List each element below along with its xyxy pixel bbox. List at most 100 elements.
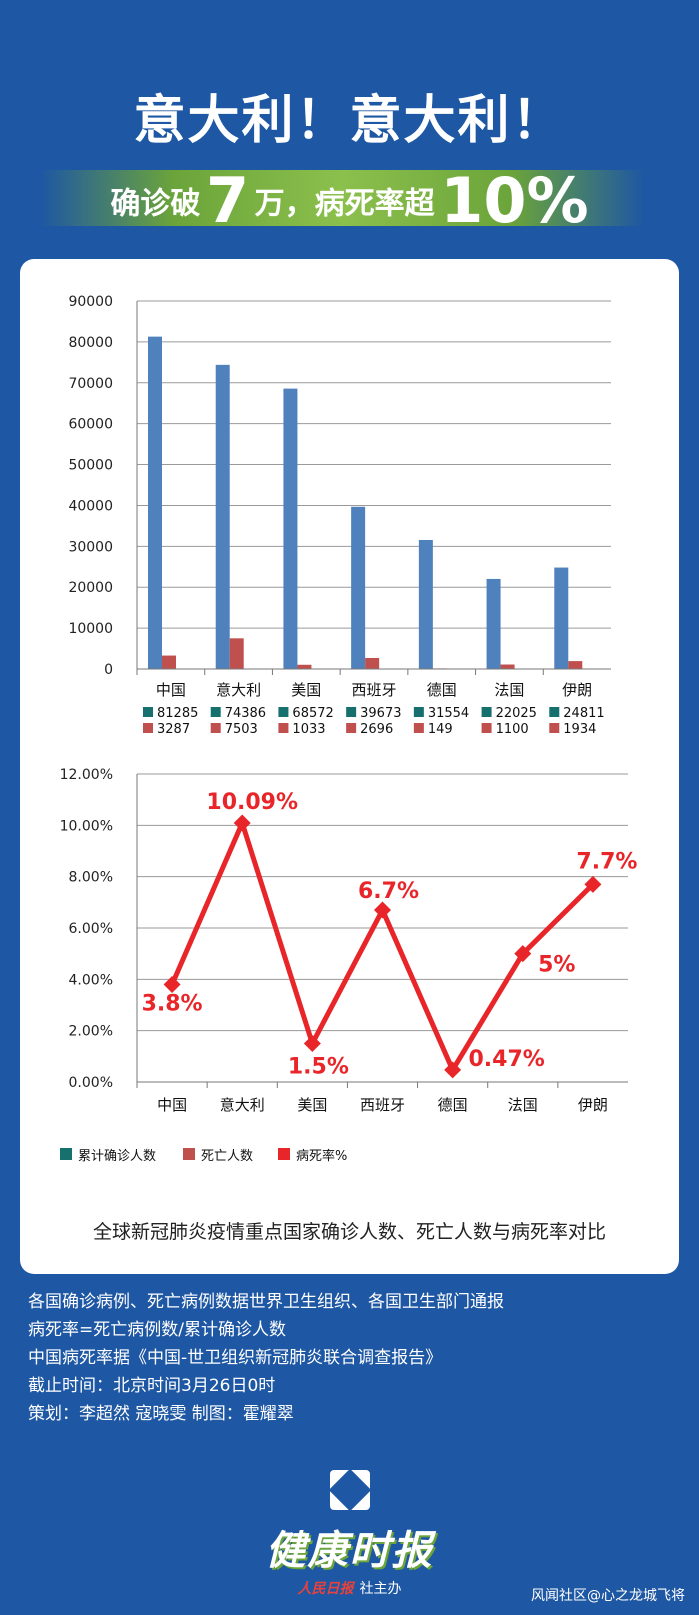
data-table-key-death bbox=[143, 723, 153, 733]
legend-swatch bbox=[278, 1148, 290, 1160]
data-table-key-death bbox=[549, 723, 560, 733]
logo: 健康时报 人民日报 社主办 bbox=[0, 1468, 699, 1598]
watermark: 风闻社区@心之龙城飞将 bbox=[531, 1588, 685, 1604]
bar-x-tick-label: 伊朗 bbox=[562, 681, 592, 699]
line-y-tick-label: 2.00% bbox=[69, 1024, 113, 1040]
data-table-value-confirmed: 24811 bbox=[563, 706, 604, 721]
data-table-key-confirmed bbox=[210, 707, 221, 717]
line-y-tick-label: 0.00% bbox=[69, 1075, 113, 1091]
line-y-tick-label: 10.00% bbox=[60, 818, 113, 834]
bar-y-tick-label: 0 bbox=[104, 662, 113, 678]
bar-confirmed bbox=[215, 364, 230, 669]
bar-x-tick-label: 意大利 bbox=[216, 681, 261, 699]
line-point-marker bbox=[233, 814, 251, 832]
legend-swatch bbox=[183, 1148, 195, 1160]
bar-y-tick-label: 50000 bbox=[68, 458, 113, 474]
logo-org: 人民日报 社主办 bbox=[0, 1578, 699, 1598]
chart-svg: 0 10000 20000 30000 40000 50000 60000 70000 8000… bbox=[60, 294, 638, 1164]
notes: 各国确诊病例、死亡病例数据世界卫生组织、各国卫生部门通报 病死率=死亡病例数/累… bbox=[28, 1288, 504, 1428]
line-x-tick-label: 法国 bbox=[508, 1096, 538, 1114]
line-x-tick-label: 德国 bbox=[438, 1096, 468, 1114]
note-line: 各国确诊病例、死亡病例数据世界卫生组织、各国卫生部门通报 bbox=[28, 1292, 504, 1312]
line-data-label: 3.8% bbox=[142, 991, 203, 1016]
data-table-value-confirmed: 39673 bbox=[360, 706, 401, 721]
chart-card: 0 10000 20000 30000 40000 50000 60000 70000 8000… bbox=[20, 259, 679, 1274]
chart-caption: 全球新冠肺炎疫情重点国家确诊人数、死亡人数与病死率对比 bbox=[92, 1221, 606, 1243]
bar-death bbox=[365, 657, 380, 669]
note-line: 病死率=死亡病例数/累计确诊人数 bbox=[28, 1320, 286, 1340]
data-table-key-death bbox=[481, 723, 492, 733]
data-table-key-death bbox=[413, 723, 424, 733]
logo-badge-icon bbox=[328, 1468, 371, 1512]
line-y-tick-label: 4.00% bbox=[69, 972, 113, 988]
subtitle-band bbox=[40, 170, 645, 226]
data-table-value-death: 1033 bbox=[292, 722, 325, 737]
subtitle-number: 7 bbox=[205, 164, 250, 237]
logo-name: 健康时报 bbox=[265, 1528, 434, 1574]
legend-label: 病死率% bbox=[296, 1148, 347, 1164]
bar-y-tick-label: 60000 bbox=[68, 417, 113, 433]
bar-death bbox=[297, 664, 312, 669]
subtitle-pre: 确诊破 bbox=[110, 186, 201, 222]
bar-death bbox=[500, 664, 515, 669]
line-point-marker bbox=[584, 875, 602, 893]
data-table-value-death: 3287 bbox=[157, 722, 190, 737]
note-line: 策划：李超然 寇晓雯 制图：霍耀翠 bbox=[28, 1404, 294, 1424]
line-x-tick-label: 美国 bbox=[297, 1096, 327, 1114]
bar-y-tick-label: 10000 bbox=[68, 621, 113, 637]
line-point-marker bbox=[374, 901, 391, 919]
line-series-fatality bbox=[169, 820, 595, 1073]
bar-x-tick-label: 中国 bbox=[156, 681, 186, 699]
subtitle-percent: 10% bbox=[440, 164, 589, 237]
line-data-label: 5% bbox=[538, 953, 575, 978]
data-table-value-death: 1100 bbox=[496, 722, 529, 737]
line-point-marker bbox=[163, 975, 181, 993]
data-table-value-confirmed: 22025 bbox=[496, 706, 537, 721]
line-y-tick-label: 12.00% bbox=[60, 767, 113, 783]
subtitle: 确诊破 7 万，病死率超 10% bbox=[0, 164, 699, 237]
data-table-value-confirmed: 68572 bbox=[292, 706, 333, 721]
data-table-value-confirmed: 74386 bbox=[225, 706, 266, 721]
bar-confirmed bbox=[486, 578, 501, 669]
bar-death bbox=[229, 638, 244, 669]
line-y-tick-label: 8.00% bbox=[69, 870, 113, 886]
data-table-key-confirmed bbox=[143, 707, 153, 717]
data-table-key-confirmed bbox=[413, 707, 424, 717]
bar-x-tick-label: 美国 bbox=[291, 681, 321, 699]
line-data-label: 0.47% bbox=[468, 1047, 544, 1072]
bar-x-tick-label: 德国 bbox=[427, 681, 457, 699]
bar-x-tick-label: 法国 bbox=[494, 681, 524, 699]
bar-y-tick-label: 80000 bbox=[68, 335, 113, 351]
logo-org-red: 人民日报 bbox=[297, 1581, 354, 1597]
bar-x-tick-label: 西班牙 bbox=[351, 681, 396, 699]
bar-y-tick-label: 90000 bbox=[68, 294, 113, 310]
data-table-key-confirmed bbox=[481, 707, 492, 717]
data-table-key-confirmed bbox=[346, 707, 357, 717]
line-data-label: 10.09% bbox=[206, 790, 298, 815]
data-table-key-confirmed bbox=[549, 707, 560, 717]
data-table-value-death: 149 bbox=[428, 722, 453, 737]
bar-y-tick-label: 30000 bbox=[68, 539, 113, 555]
data-table-key-death bbox=[210, 723, 221, 733]
bar-confirmed bbox=[351, 506, 366, 669]
legend-swatch bbox=[60, 1148, 72, 1160]
legend-label: 死亡人数 bbox=[201, 1149, 253, 1164]
line-data-label: 7.7% bbox=[576, 849, 637, 874]
note-line: 截止时间：北京时间3月26日0时 bbox=[28, 1376, 276, 1396]
bar-death bbox=[568, 661, 583, 669]
data-table-value-death: 1934 bbox=[563, 722, 596, 737]
line-x-tick-label: 意大利 bbox=[220, 1096, 265, 1114]
bar-y-tick-label: 20000 bbox=[68, 580, 113, 596]
bar-confirmed bbox=[283, 388, 298, 669]
line-y-tick-label: 6.00% bbox=[69, 921, 113, 937]
subtitle-mid: 万，病死率超 bbox=[254, 186, 435, 222]
note-line: 中国病死率据《中国-世卫组织新冠肺炎联合调查报告》 bbox=[28, 1348, 443, 1368]
bar-confirmed bbox=[418, 539, 433, 669]
legend-label: 累计确诊人数 bbox=[78, 1149, 156, 1164]
line-data-label: 1.5% bbox=[288, 1055, 349, 1080]
line-x-tick-label: 中国 bbox=[157, 1096, 187, 1114]
line-x-tick-label: 伊朗 bbox=[578, 1096, 608, 1114]
line-x-tick-label: 西班牙 bbox=[360, 1096, 405, 1114]
line-point-marker bbox=[514, 945, 532, 963]
data-table-key-death bbox=[278, 723, 289, 733]
